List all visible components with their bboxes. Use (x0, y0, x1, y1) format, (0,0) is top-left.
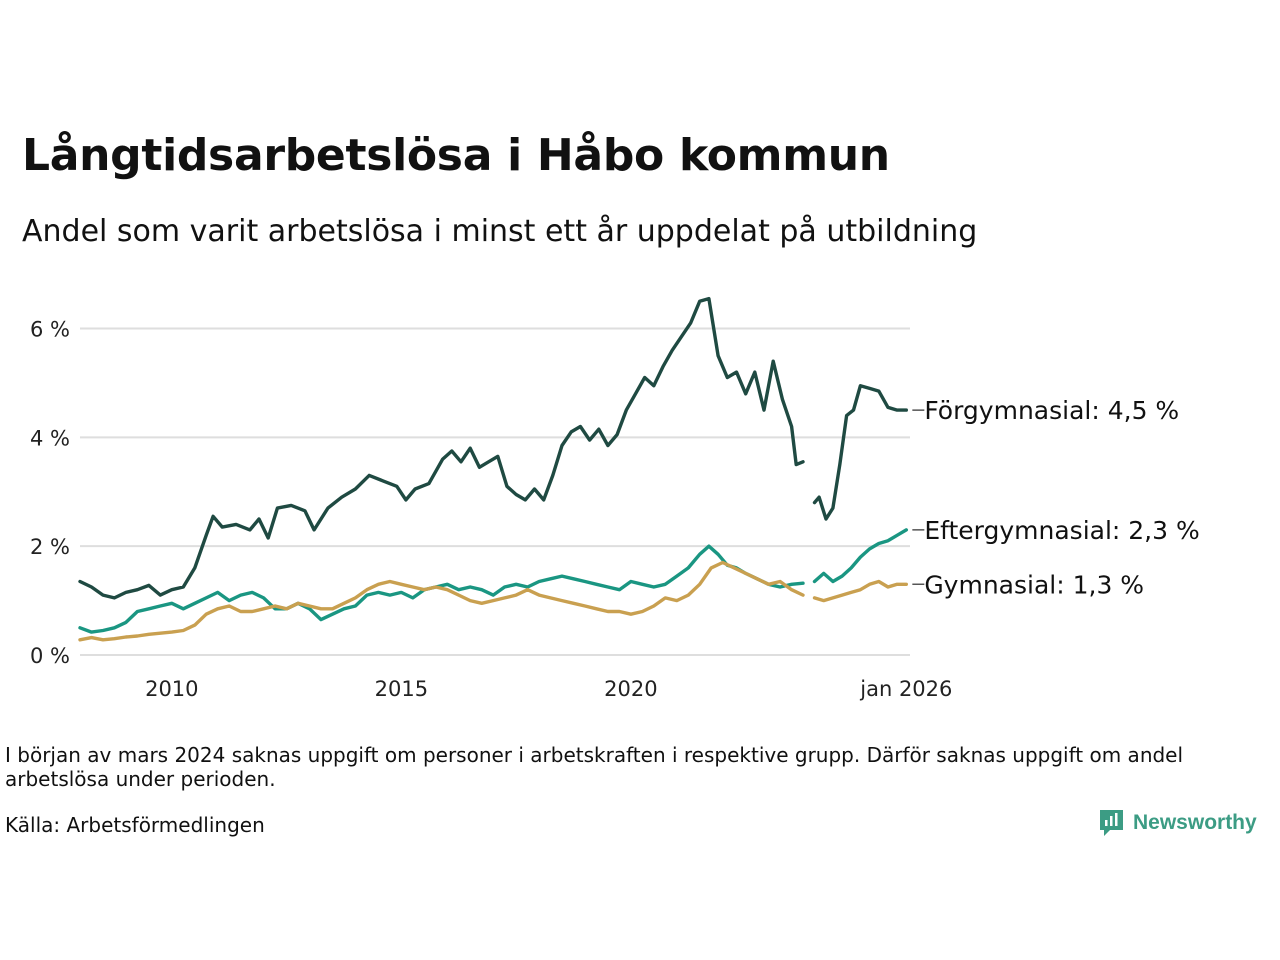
y-tick-label: 4 % (30, 426, 70, 450)
y-tick-label: 2 % (30, 535, 70, 559)
chart-title: Långtidsarbetslösa i Håbo kommun (22, 130, 890, 181)
chart-subtitle: Andel som varit arbetslösa i minst ett å… (22, 214, 978, 249)
y-tick-label: 0 % (30, 644, 70, 668)
series-lines (78, 296, 908, 642)
series-line-förgymnasial-1 (812, 384, 908, 521)
newsworthy-logo: Newsworthy (1098, 808, 1257, 838)
series-line-eftergymnasial-1 (812, 528, 908, 584)
series-labels: Förgymnasial: 4,5 % Eftergymnasial: 2,3 %… (912, 396, 1200, 599)
series-line-förgymnasial-0 (78, 296, 805, 600)
series-line-gymnasial-0 (78, 560, 805, 642)
footnote: I början av mars 2024 saknas uppgift om … (5, 743, 1184, 791)
grid-lines (80, 327, 910, 656)
x-axis-ticks: 2010 2015 2020 jan 2026 (145, 677, 952, 701)
series-label-eftergymnasial: Eftergymnasial: 2,3 % (924, 516, 1199, 545)
source-text: Källa: Arbetsförmedlingen (5, 813, 265, 837)
x-tick-label: 2015 (375, 677, 428, 701)
logo-text: Newsworthy (1133, 811, 1257, 834)
y-tick-label: 6 % (30, 318, 70, 342)
y-axis-ticks: 0 % 2 % 4 % 6 % (30, 318, 70, 668)
newsworthy-logo-icon (1100, 810, 1123, 836)
x-tick-label: 2020 (604, 677, 657, 701)
series-label-förgymnasial: Förgymnasial: 4,5 % (924, 396, 1179, 425)
series-line-eftergymnasial-0 (78, 544, 805, 634)
x-tick-label: 2010 (145, 677, 198, 701)
series-line-gymnasial-1 (812, 579, 908, 603)
line-chart: 0 % 2 % 4 % 6 % 2010 2015 2020 jan 2026 Förgym… (30, 296, 1200, 701)
x-tick-label: jan 2026 (859, 677, 952, 701)
series-label-gymnasial: Gymnasial: 1,3 % (924, 570, 1144, 599)
